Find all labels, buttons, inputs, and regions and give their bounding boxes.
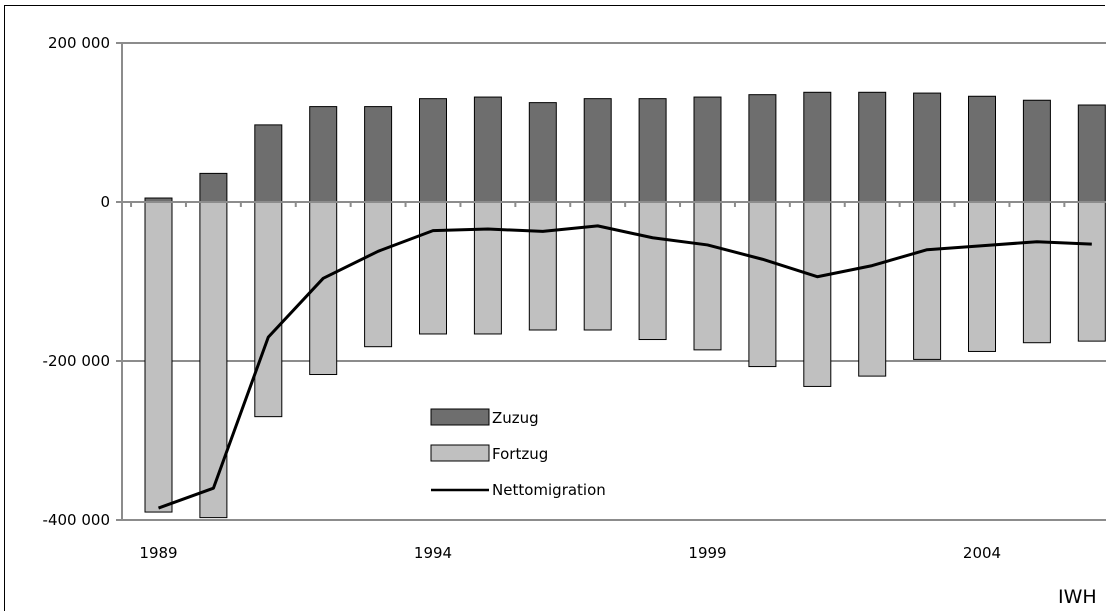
legend-label-fortzug: Fortzug bbox=[492, 445, 548, 463]
bar-fortzug-2006 bbox=[1077, 201, 1106, 342]
source-label: IWH bbox=[1058, 586, 1097, 608]
bar-zuzug-2003 bbox=[913, 92, 942, 203]
legend-label-zuzug: Zuzug bbox=[492, 409, 539, 427]
bar-fortzug-1989 bbox=[144, 201, 173, 513]
x-tick-label-1989: 1989 bbox=[139, 544, 177, 562]
bar-zuzug-1990 bbox=[199, 172, 228, 203]
bar-zuzug-1999 bbox=[693, 96, 722, 203]
bar-fortzug-1993 bbox=[364, 201, 393, 348]
legend-swatch-zuzug bbox=[430, 408, 490, 426]
y-tick-label-1: 0 bbox=[100, 193, 110, 211]
bar-fortzug-1991 bbox=[254, 201, 283, 418]
bar-zuzug-1993 bbox=[364, 106, 393, 203]
x-tick-label-2004: 2004 bbox=[963, 544, 1001, 562]
bar-zuzug-2000 bbox=[748, 94, 777, 203]
y-tick-label-0: 200 000 bbox=[48, 34, 110, 52]
bar-fortzug-2004 bbox=[968, 201, 996, 352]
bar-fortzug-1994 bbox=[419, 201, 447, 335]
y-tick-labels: 200 000 0 -200 000 -400 000 bbox=[43, 34, 110, 529]
bar-zuzug-2004 bbox=[968, 95, 996, 203]
bar-fortzug-1996 bbox=[528, 201, 557, 331]
bar-fortzug-1995 bbox=[473, 201, 502, 335]
bar-fortzug-2000 bbox=[748, 201, 777, 368]
bar-zuzug-1991 bbox=[254, 124, 283, 203]
bar-fortzug-1999 bbox=[693, 201, 722, 351]
net-migration-line bbox=[157, 224, 1092, 510]
x-tick-label-1994: 1994 bbox=[414, 544, 452, 562]
net-migration-line-group bbox=[157, 224, 1092, 510]
bar-zuzug-1997 bbox=[583, 98, 612, 203]
bar-zuzug-2006 bbox=[1077, 104, 1106, 203]
bar-zuzug-2001 bbox=[803, 91, 832, 203]
y-tick-label-2: -200 000 bbox=[43, 352, 110, 370]
axes bbox=[116, 42, 1106, 521]
bar-zuzug-1994 bbox=[419, 98, 447, 203]
bar-fortzug-1990 bbox=[199, 201, 228, 519]
bar-fortzug-1998 bbox=[638, 201, 667, 341]
bar-zuzug-2002 bbox=[858, 91, 887, 203]
bar-zuzug-2005 bbox=[1022, 99, 1051, 203]
bar-fortzug-1997 bbox=[583, 201, 612, 331]
bar-zuzug-1995 bbox=[473, 96, 502, 203]
bar-fortzug-2005 bbox=[1022, 201, 1051, 344]
x-tick-labels: 1989 1994 1999 2004 bbox=[139, 544, 1001, 562]
bar-zuzug-1998 bbox=[638, 98, 667, 203]
bar-fortzug-2003 bbox=[913, 201, 942, 360]
bar-zuzug-1992 bbox=[309, 106, 338, 203]
bar-fortzug-2001 bbox=[803, 201, 832, 387]
y-tick-label-3: -400 000 bbox=[43, 511, 110, 529]
bars bbox=[144, 91, 1106, 519]
legend: Zuzug Fortzug Nettomigration bbox=[430, 408, 606, 499]
legend-swatch-fortzug bbox=[430, 444, 490, 462]
chart-frame bbox=[4, 5, 1105, 611]
legend-label-nettomigration: Nettomigration bbox=[492, 481, 606, 499]
x-tick-label-1999: 1999 bbox=[688, 544, 726, 562]
bar-fortzug-2002 bbox=[858, 201, 887, 377]
bar-zuzug-1996 bbox=[528, 102, 557, 203]
